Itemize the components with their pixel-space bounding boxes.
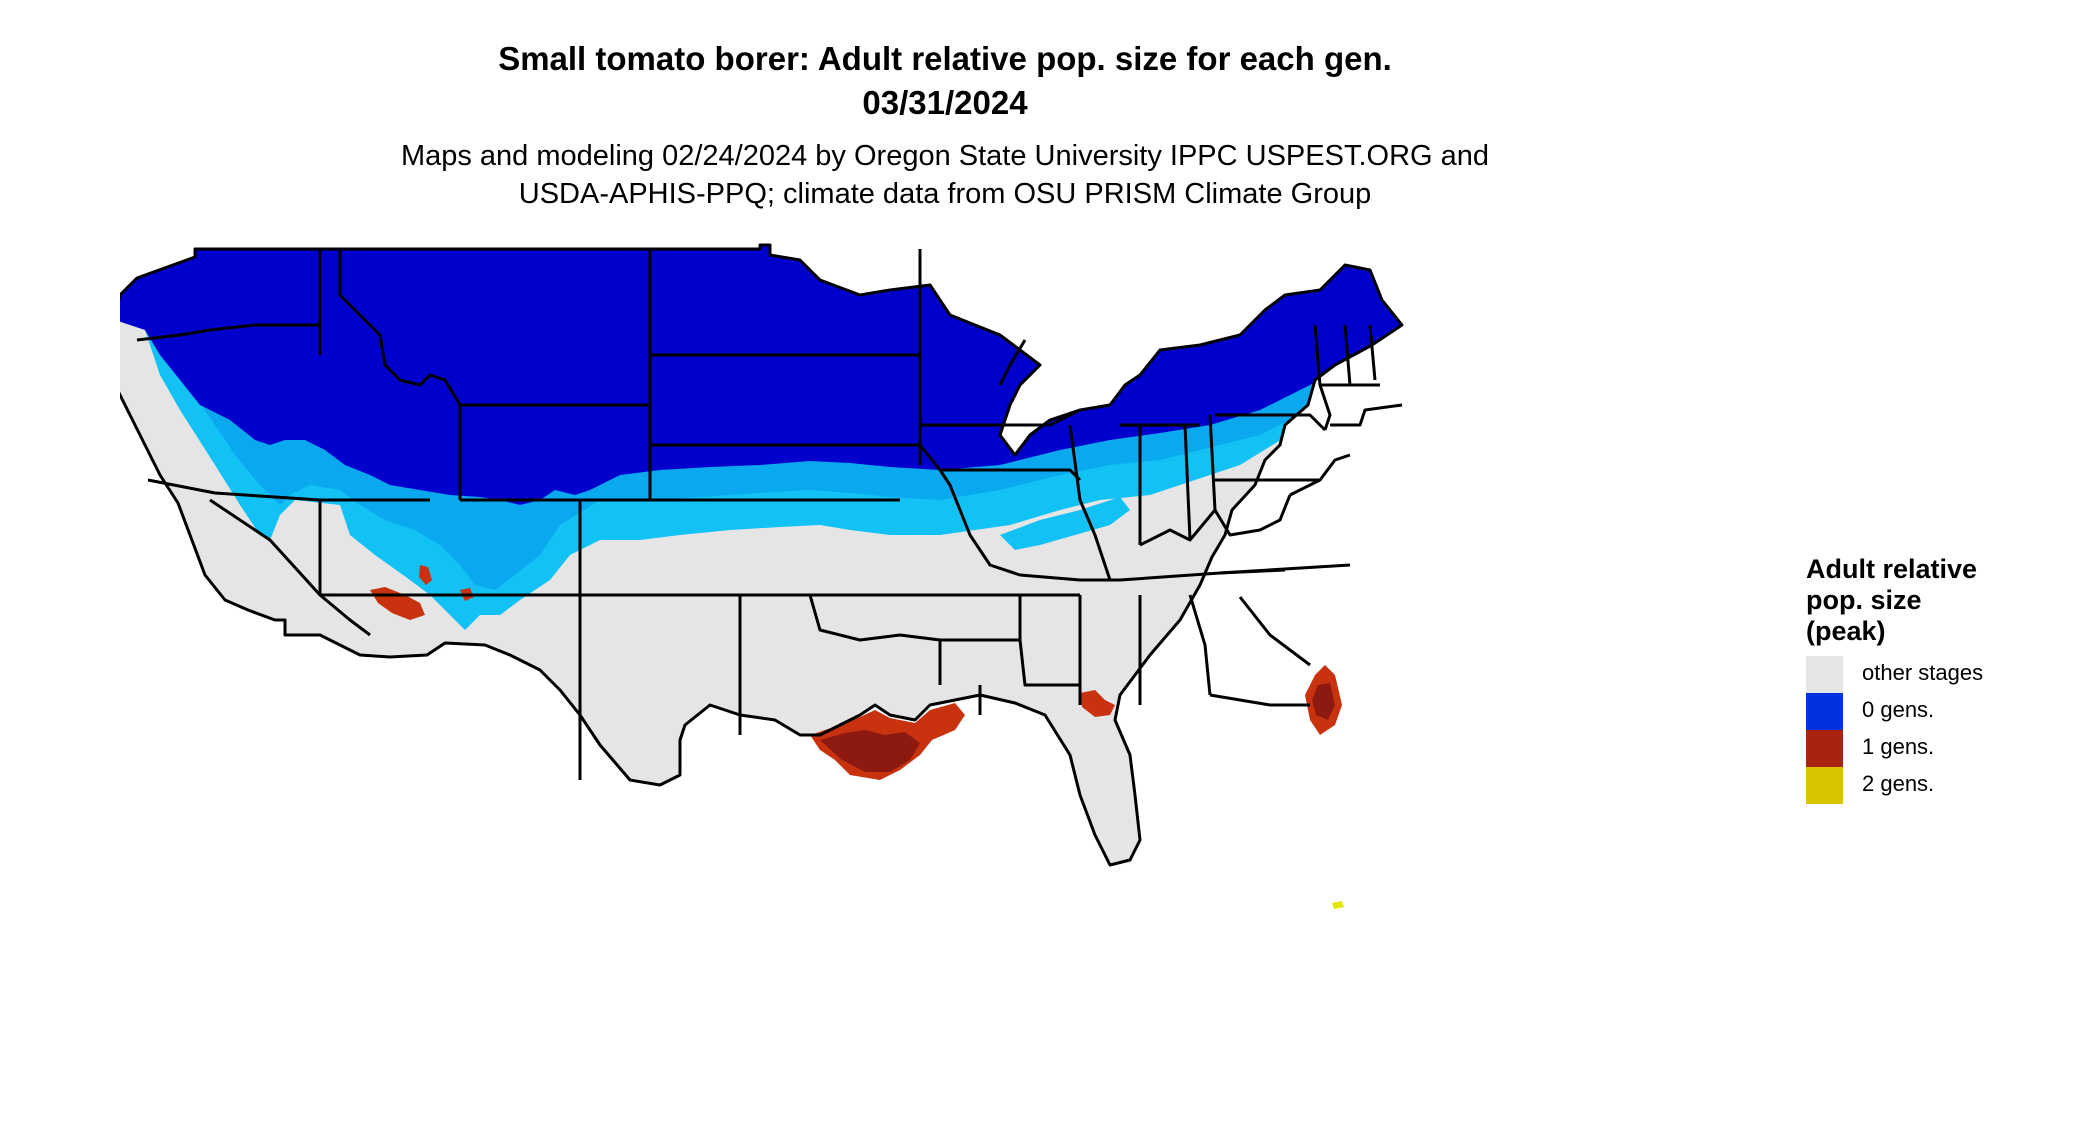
legend-label-other-stages: other stages: [1862, 660, 1984, 685]
map-zone-1-gens-south-texas-inner: [820, 730, 920, 772]
legend-swatch-1-gens: [1806, 730, 1843, 767]
lake-huron-gap: [1105, 335, 1140, 375]
map-zone-0-gens-dark: [120, 245, 1402, 505]
lake-superior: [975, 275, 1120, 313]
legend-label-0-gens: 0 gens.: [1862, 697, 1935, 722]
us-map: [120, 243, 1404, 909]
legend-title-line1: Adult relative: [1806, 554, 1978, 584]
map-zone-appalachian-cyan: [1000, 497, 1130, 550]
map-title-line1: Small tomato borer: Adult relative pop. …: [498, 40, 1392, 77]
legend-swatch-2-gens: [1806, 767, 1843, 804]
map-subtitle-line2: USDA-APHIS-PPQ; climate data from OSU PR…: [518, 178, 1372, 210]
legend-swatch-0-gens: [1806, 693, 1843, 730]
legend-title: Adult relative pop. size (peak): [1806, 554, 2026, 647]
map-zone-1-gens-louisiana: [1080, 690, 1115, 717]
legend-label-1-gens: 1 gens.: [1862, 734, 1935, 759]
map-zone-1-gens-imperial: [419, 565, 432, 585]
legend-title-line2: pop. size: [1806, 585, 1922, 615]
map-title-date: 03/31/2024: [862, 84, 1028, 121]
map-subtitle-line1: Maps and modeling 02/24/2024 by Oregon S…: [400, 140, 1490, 172]
legend-label-2-gens: 2 gens.: [1862, 771, 1935, 796]
map-zone-2-gens-keys: [1332, 901, 1344, 909]
lake-michigan: [1055, 330, 1082, 410]
state-borders: [120, 243, 1404, 867]
map-zone-1-gens-florida-inner: [1312, 683, 1335, 720]
legend-title-line3: (peak): [1806, 616, 1886, 646]
legend-swatch-other-stages: [1806, 656, 1843, 693]
